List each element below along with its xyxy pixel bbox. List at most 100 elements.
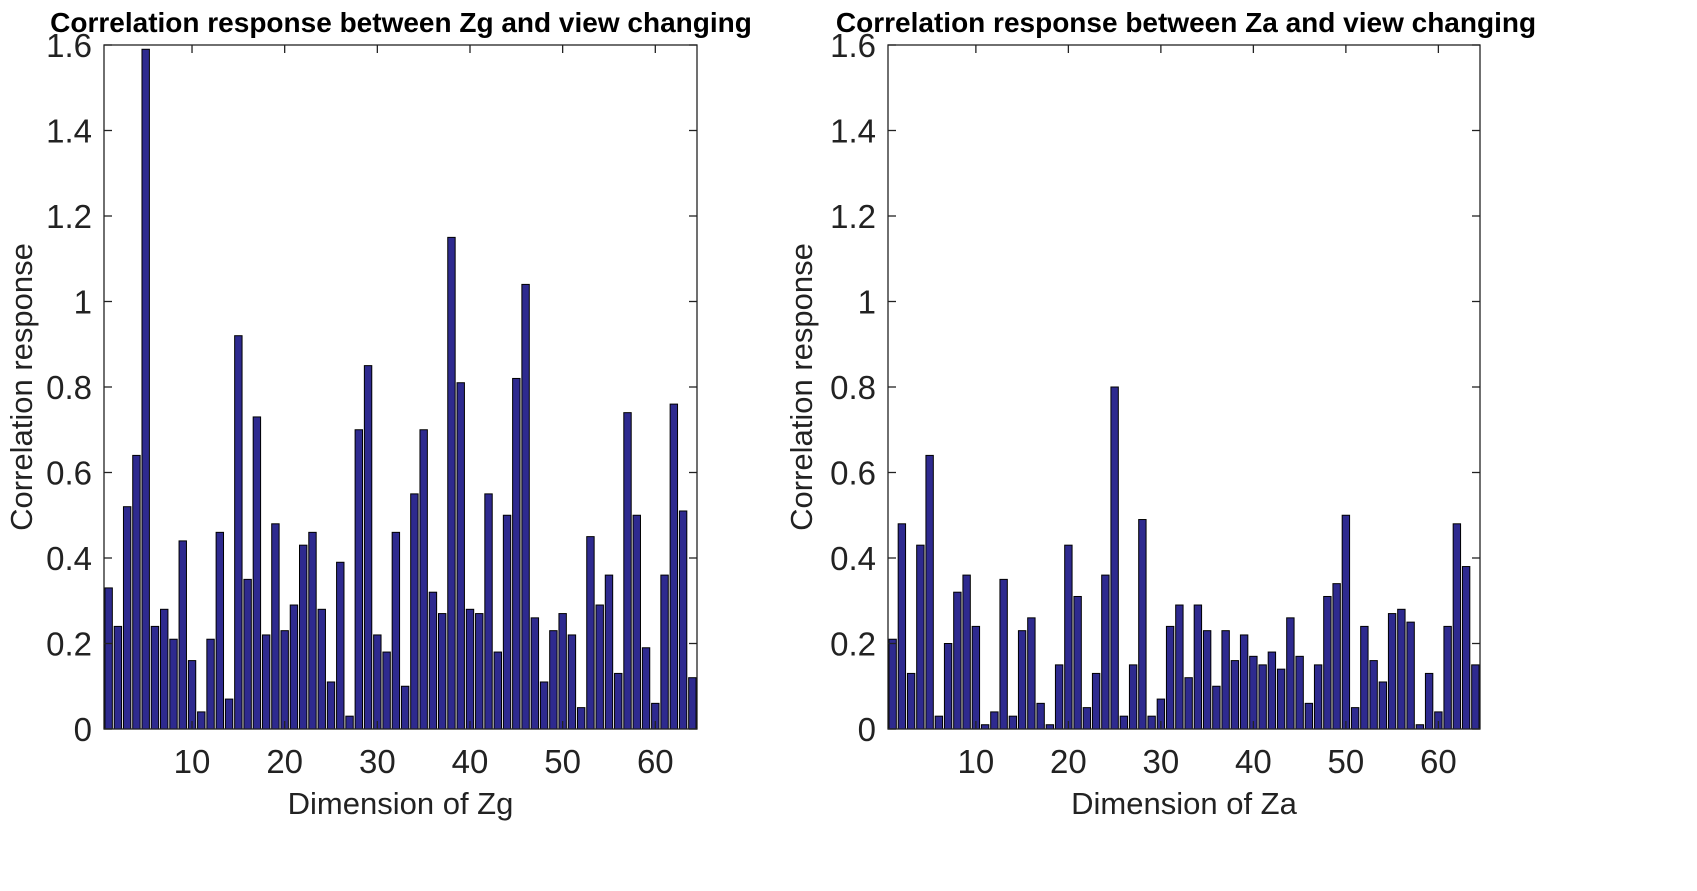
bar-16 [243,578,252,730]
bar-26 [336,561,345,730]
bar-15 [234,335,243,730]
bar-62 [1452,523,1462,730]
bar-21 [289,604,299,730]
bar-2 [113,625,123,730]
bar-33 [400,685,410,730]
x-tick-label: 60 [1420,743,1457,780]
bar-25 [326,681,336,730]
bar-37 [1221,630,1230,730]
y-axis-ticks: 0 0.2 0.4 0.6 0.8 1 1.2 1.4 1.6 [830,27,1480,748]
bar-39 [456,382,465,730]
bar-40 [465,608,475,730]
bar-7 [943,643,953,730]
bar-57 [623,412,632,730]
bar-20 [1064,544,1073,730]
bar-22 [299,544,308,730]
bar-54 [1378,681,1388,730]
chart-zg: Correlation response between Zg and view… [4,7,752,821]
bar-58 [632,514,641,730]
bar-31 [382,651,391,730]
y-axis-ticks: 0 0.2 0.4 0.6 0.8 1 1.2 1.4 1.6 [46,27,697,748]
bar-3 [906,672,916,730]
bar-49 [549,630,558,730]
bar-38 [1230,660,1240,730]
x-axis-ticks: 10 20 30 40 50 60 [958,45,1457,780]
bar-44 [1286,617,1295,730]
bar-40 [1249,655,1258,730]
bar-52 [1360,625,1369,730]
bar-14 [224,698,234,730]
bar-9 [178,540,187,730]
bar-41 [475,613,484,730]
bar-61 [660,574,669,730]
bar-1 [104,587,113,730]
bar-12 [206,638,215,730]
bar-59 [1424,672,1434,730]
bar-63 [1461,566,1471,730]
bar-18 [261,634,271,730]
y-tick-label: 0.8 [830,369,876,406]
bar-50 [558,613,567,730]
bar-37 [437,613,447,730]
bar-33 [1184,677,1193,730]
bar-55 [604,574,614,730]
bar-35 [1202,630,1212,730]
bar-48 [539,681,549,730]
chart-title: Correlation response between Za and view… [836,7,1536,38]
bar-64 [1471,664,1480,730]
x-tick-label: 10 [174,743,211,780]
bar-62 [669,403,679,730]
bar-57 [1406,621,1415,730]
bar-19 [1054,664,1064,730]
bar-16 [1027,617,1036,730]
bar-3 [122,506,132,730]
y-tick-label: 1 [858,284,876,321]
bar-1 [888,638,897,730]
bar-group [888,386,1480,730]
x-tick-label: 10 [958,743,995,780]
bar-53 [1369,660,1378,730]
x-tick-label: 40 [1235,743,1272,780]
bar-13 [999,578,1008,730]
bar-48 [1323,595,1332,730]
bar-7 [160,608,169,730]
y-tick-label: 1.4 [46,113,92,150]
bar-15 [1017,630,1027,730]
bar-41 [1258,664,1267,730]
bar-group [104,48,697,730]
bar-42 [1267,651,1277,730]
bar-22 [1082,707,1092,730]
axes-frame [887,44,1481,730]
bar-10 [187,660,197,730]
bar-31 [1165,625,1175,730]
bar-47 [530,617,540,730]
x-tick-label: 50 [1328,743,1365,780]
bar-52 [576,707,586,730]
bar-24 [1101,574,1110,730]
bar-55 [1387,613,1397,730]
bar-23 [1091,672,1101,730]
x-tick-label: 20 [1050,743,1087,780]
bar-29 [1147,715,1156,730]
bar-29 [363,365,373,730]
chart-panel-za: Correlation response between Za and view… [784,0,1696,891]
bar-56 [1397,608,1406,730]
chart-title: Correlation response between Zg and view… [50,7,752,38]
bar-17 [252,416,262,730]
bar-54 [595,604,604,730]
x-tick-label: 60 [637,743,674,780]
bar-42 [484,493,493,730]
y-tick-label: 0.2 [46,626,92,663]
bar-46 [1304,702,1314,730]
bar-47 [1313,664,1323,730]
bar-32 [391,531,401,730]
bar-36 [428,591,438,730]
bar-25 [1110,386,1119,730]
y-tick-label: 1.6 [46,27,92,64]
y-axis-label: Correlation response [784,243,819,531]
bar-63 [678,510,688,730]
bar-24 [317,608,326,730]
bar-11 [197,711,206,730]
x-tick-label: 30 [359,743,396,780]
bar-43 [1276,668,1286,730]
